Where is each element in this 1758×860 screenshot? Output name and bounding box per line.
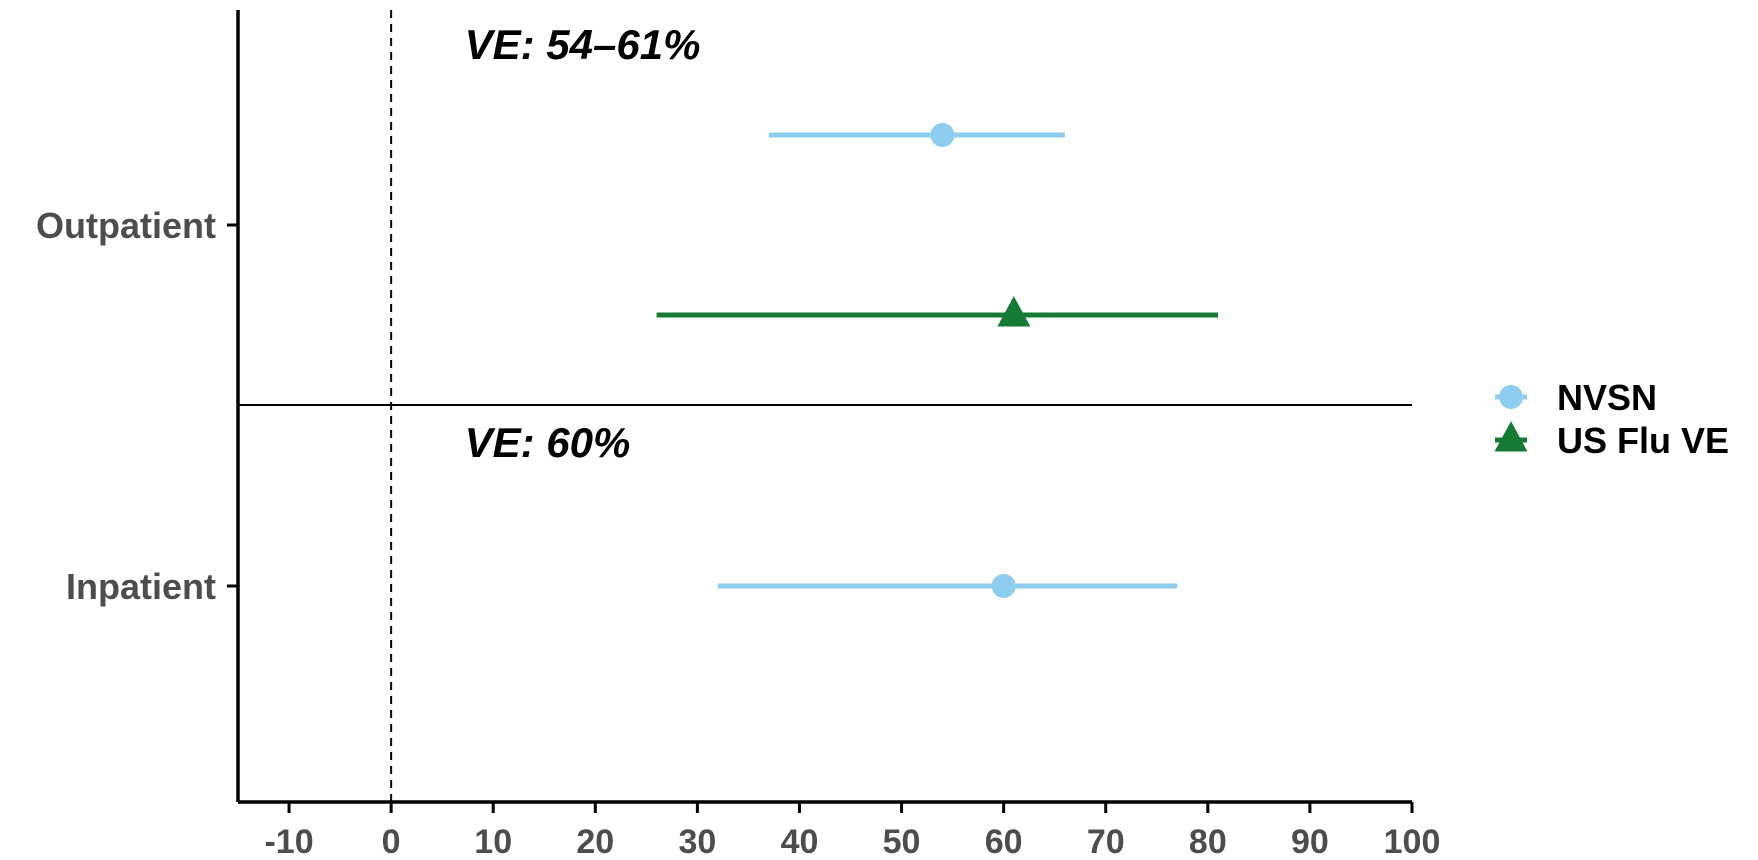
plot-lines <box>227 10 1414 813</box>
x-tick-label: 10 <box>474 823 512 860</box>
legend-label: NVSN <box>1557 377 1657 418</box>
x-tick-label: 60 <box>985 823 1023 860</box>
plot-marks <box>656 123 1219 598</box>
x-tick-label: 20 <box>576 823 614 860</box>
category-label-outpatient: Outpatient <box>36 205 216 246</box>
x-tick-label: 80 <box>1189 823 1227 860</box>
legend-key-marker <box>1499 385 1523 409</box>
ve-annotation: VE: 54–61% <box>465 21 701 68</box>
legend-key-marker <box>1494 421 1528 452</box>
point-estimate <box>997 296 1031 327</box>
x-tick-label: -10 <box>264 823 313 860</box>
x-tick-label: 30 <box>678 823 716 860</box>
legend-label: US Flu VE <box>1557 420 1729 461</box>
x-tick-label: 100 <box>1384 823 1441 860</box>
plot-text: -10 0 10 20 30 40 50 60 70 80 90 100 Outpatient Inpat… <box>36 21 1440 860</box>
x-tick-label: 0 <box>382 823 401 860</box>
category-label-inpatient: Inpatient <box>66 566 216 607</box>
x-tick-label: 70 <box>1087 823 1125 860</box>
ve-annotation: VE: 60% <box>465 419 631 466</box>
point-estimate <box>991 574 1016 598</box>
x-tick-label: 90 <box>1291 823 1329 860</box>
point-estimate <box>930 123 955 147</box>
x-tick-label: 50 <box>883 823 921 860</box>
x-tick-label: 40 <box>781 823 819 860</box>
